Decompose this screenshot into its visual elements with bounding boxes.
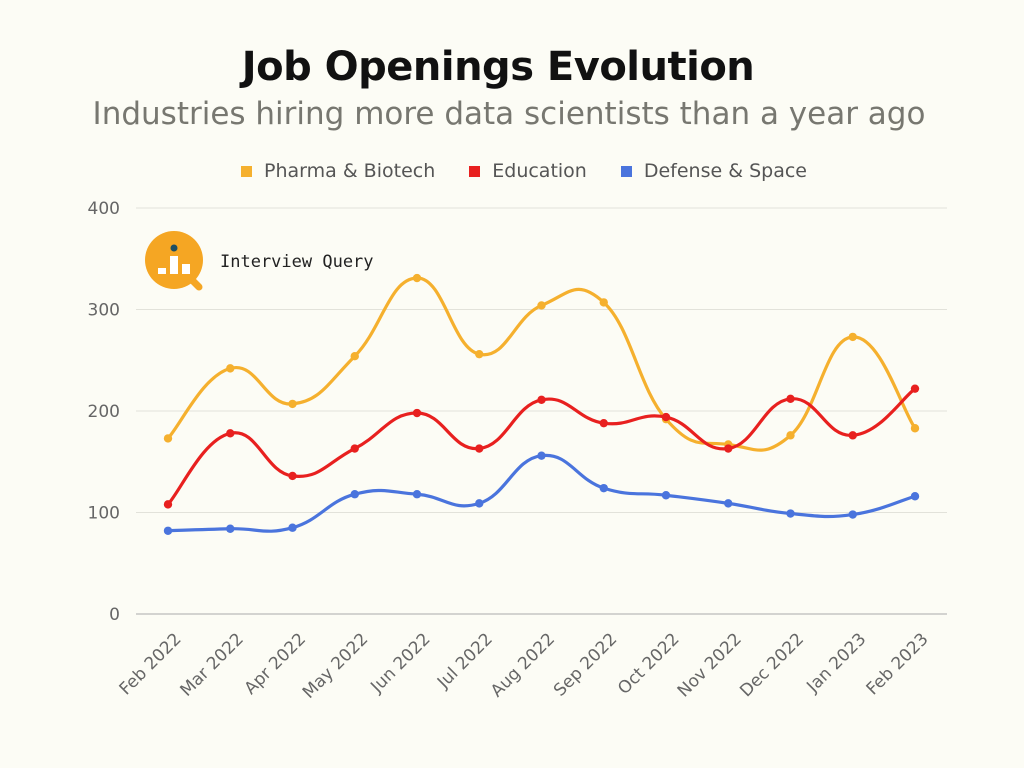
data-point-defense-space <box>350 490 359 499</box>
data-point-education <box>350 444 359 453</box>
data-point-defense-space <box>786 509 795 518</box>
data-point-education <box>786 394 795 404</box>
x-tick-label: Dec 2022 <box>736 629 808 701</box>
data-point-defense-space <box>163 526 173 535</box>
data-point-pharma-biotech <box>475 349 484 359</box>
legend-label-education: Education <box>492 160 587 182</box>
data-point-pharma-biotech <box>848 332 857 342</box>
chart-title: Job Openings Evolution <box>241 44 755 90</box>
data-point-education <box>910 384 920 393</box>
legend-label-defense: Defense & Space <box>643 160 807 182</box>
data-point-education <box>661 412 671 422</box>
data-point-defense-space <box>661 491 671 500</box>
y-tick-label: 300 <box>88 301 120 321</box>
x-tick-label: Nov 2022 <box>674 629 746 701</box>
data-point-education <box>724 444 733 453</box>
legend-swatch-education <box>469 165 481 177</box>
y-tick-label: 0 <box>109 605 120 625</box>
x-tick-label: Feb 2022 <box>116 629 186 699</box>
data-point-defense-space <box>848 510 857 519</box>
data-point-pharma-biotech <box>350 351 359 361</box>
y-tick-label: 100 <box>88 504 120 524</box>
data-point-defense-space <box>475 499 484 508</box>
x-tick-label: Jun 2022 <box>366 629 434 697</box>
legend-swatch-pharma <box>241 165 253 177</box>
data-point-defense-space <box>537 451 546 460</box>
data-point-education <box>848 431 857 440</box>
chart-subtitle: Industries hiring more data scientists t… <box>92 96 926 132</box>
series-line-education <box>166 387 917 506</box>
data-point-defense-space <box>288 523 297 532</box>
data-point-education <box>537 395 546 405</box>
x-tick-label: Mar 2022 <box>177 629 248 700</box>
data-point-pharma-biotech <box>412 273 422 283</box>
x-tick-label: Sep 2022 <box>550 629 621 700</box>
data-point-education <box>288 471 297 481</box>
legend-label-pharma: Pharma & Biotech <box>264 160 436 182</box>
x-tick-label: Jul 2022 <box>433 629 497 693</box>
data-point-defense-space <box>226 524 235 533</box>
x-tick-label: Jan 2023 <box>802 629 870 697</box>
y-tick-label: 200 <box>88 402 120 422</box>
data-point-pharma-biotech <box>288 399 297 409</box>
logo-text: Interview Query <box>220 252 374 272</box>
data-point-pharma-biotech <box>786 431 795 440</box>
y-tick-label: 400 <box>88 199 120 219</box>
legend-swatch-defense <box>620 165 632 177</box>
legend: Pharma & Biotech Education Defense & Spa… <box>0 160 1024 182</box>
data-point-defense-space <box>412 490 422 499</box>
data-point-pharma-biotech <box>226 364 235 373</box>
data-point-pharma-biotech <box>537 301 546 310</box>
data-point-education <box>475 444 484 453</box>
x-tick-label: Aug 2022 <box>487 629 559 701</box>
data-point-pharma-biotech <box>910 424 920 433</box>
data-point-defense-space <box>599 483 608 493</box>
legend-item-pharma: Pharma & Biotech <box>241 160 435 182</box>
data-point-education <box>412 408 422 418</box>
data-point-education <box>599 418 608 428</box>
data-point-defense-space <box>910 492 920 501</box>
data-point-education <box>163 500 173 509</box>
data-point-defense-space <box>724 499 733 508</box>
x-tick-label: Feb 2023 <box>863 629 933 699</box>
data-point-pharma-biotech <box>599 298 608 307</box>
x-tick-label: Oct 2022 <box>614 629 683 698</box>
interview-query-logo-icon <box>145 231 203 291</box>
data-point-pharma-biotech <box>163 434 173 443</box>
legend-item-education: Education <box>469 160 587 182</box>
x-tick-label: May 2022 <box>299 629 372 702</box>
legend-item-defense: Defense & Space <box>620 160 807 182</box>
data-point-education <box>226 429 235 438</box>
series-line-defense-space <box>167 453 916 533</box>
